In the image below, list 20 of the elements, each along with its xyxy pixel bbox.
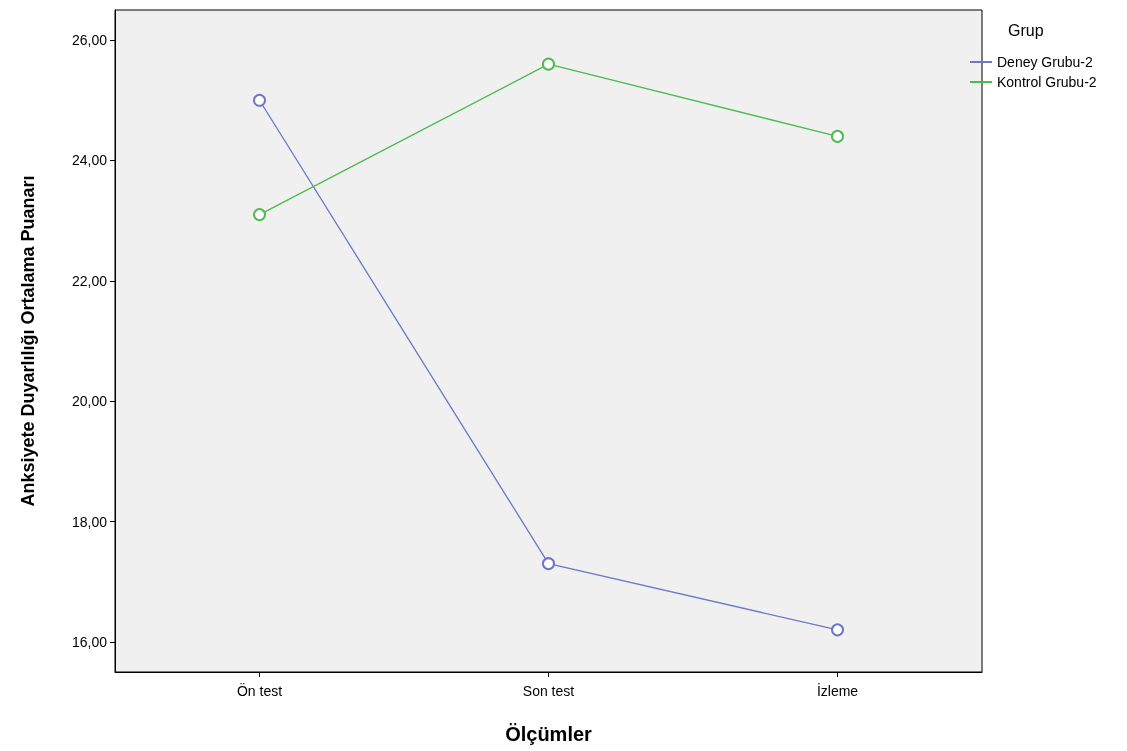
y-tick-label: 16,00 bbox=[71, 633, 108, 650]
x-tick-label: Ön test bbox=[236, 682, 283, 699]
x-tick-label: İzleme bbox=[816, 682, 859, 699]
point bbox=[542, 557, 555, 571]
y-axis-title: Anksiyete Duyarlılığı Ortalama Puanarı bbox=[18, 175, 38, 507]
legend-title: Grup bbox=[1008, 21, 1044, 39]
point bbox=[831, 623, 844, 637]
y-tick-label: 22,00 bbox=[71, 272, 108, 289]
y-tick-label: 24,00 bbox=[71, 152, 108, 169]
point bbox=[253, 208, 266, 222]
point bbox=[831, 129, 844, 143]
y-tick-label: 26,00 bbox=[71, 32, 108, 49]
point bbox=[542, 57, 555, 71]
x-axis-title: Ölçümler bbox=[505, 723, 593, 745]
legend-label: Kontrol Grubu-2 bbox=[997, 74, 1097, 90]
y-tick-label: 20,00 bbox=[71, 393, 108, 410]
legend-label: Deney Grubu-2 bbox=[997, 54, 1093, 70]
y-tick-label: 18,00 bbox=[71, 513, 108, 530]
point bbox=[253, 93, 266, 107]
x-tick-label: Son test bbox=[522, 683, 575, 699]
